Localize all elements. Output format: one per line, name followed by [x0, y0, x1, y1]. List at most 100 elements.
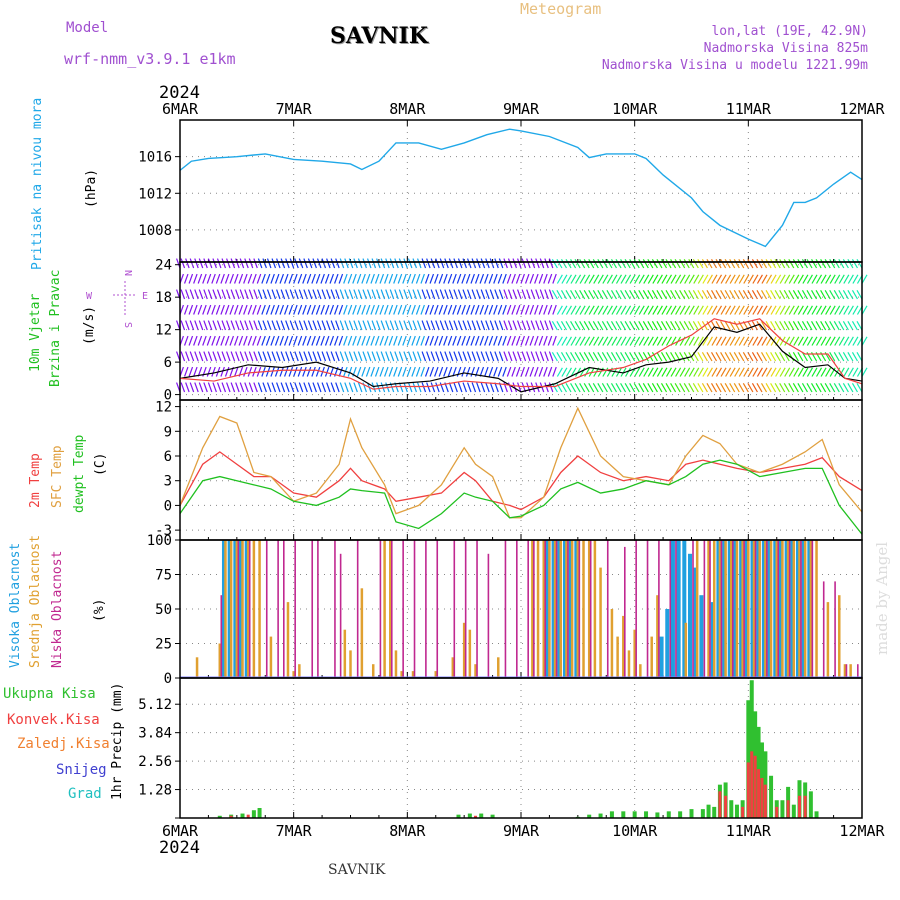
wind-arrow [783, 321, 790, 331]
wind-arrow [692, 259, 699, 269]
wind-arrow [793, 336, 800, 346]
wind-arrow [574, 290, 581, 300]
wind-arrow [302, 335, 307, 346]
wind-arrow [221, 320, 227, 331]
wind-arrow [788, 290, 795, 300]
wind-arrow [706, 383, 713, 393]
wind-arrow [244, 382, 249, 393]
wind-arrow [842, 290, 849, 300]
wind-arrow [756, 336, 763, 346]
wind-arrow [261, 335, 266, 346]
model-name: wrf-nmm_v3.9.1 e1km [64, 50, 236, 68]
wind-arrow [448, 258, 454, 269]
wind-arrow [447, 273, 453, 284]
wind-arrow [233, 366, 239, 377]
wind-arrow [506, 304, 512, 315]
wind-arrow [480, 258, 486, 269]
wind-arrow [747, 259, 754, 269]
wind-arrow [202, 335, 207, 346]
wind-arrow [548, 382, 554, 393]
wind-arrow [467, 320, 472, 331]
cloud-mid-bar [195, 657, 199, 678]
wind-arrow [620, 383, 627, 393]
wind-arrow [457, 382, 463, 393]
wind-arrow [642, 383, 649, 393]
cloud-high-bar [659, 636, 664, 678]
wind-arrow [551, 259, 558, 269]
wind-arrow [384, 366, 389, 377]
wind-arrow [389, 289, 395, 300]
wind-arrow [512, 258, 518, 269]
wind-arrow [412, 320, 417, 331]
wind-arrow [597, 274, 604, 284]
cloud-low-bar [533, 540, 535, 678]
wind-arrow [738, 259, 745, 269]
wind-arrow [506, 273, 512, 284]
wind-arrow [476, 320, 481, 331]
cloud-low-bar [311, 540, 314, 678]
wind-arrow [743, 367, 750, 377]
cloud-high-bar [733, 540, 738, 678]
wind-arrow [734, 367, 741, 377]
wind-arrow [497, 366, 503, 377]
cloud-mid-bar [838, 595, 841, 678]
wind-arrow [503, 320, 508, 331]
wind-arrow [197, 273, 203, 284]
wind-arrow [443, 366, 448, 377]
wind-arrow [271, 382, 277, 393]
wind-arrow [194, 258, 199, 269]
precip-conv-bar [718, 791, 722, 818]
cloud-mid-bar [497, 657, 500, 678]
cloud-low-bar [834, 581, 836, 678]
wind-arrow [779, 383, 786, 393]
wind-arrow [471, 351, 477, 362]
wind-arrow [738, 383, 745, 393]
year-top-label: 2024 [159, 83, 200, 103]
wind-arrow [715, 352, 722, 362]
wind-arrow [679, 367, 686, 377]
wind-arrow [697, 352, 704, 362]
wind-arrow [547, 304, 553, 315]
wind-arrow [380, 320, 386, 331]
wind-arrow [761, 274, 768, 284]
wind-arrow [797, 352, 804, 362]
wind-arrow [252, 366, 257, 377]
wind-arrow [220, 335, 225, 346]
wind-arrow [379, 366, 385, 377]
wind-arrow [239, 258, 245, 269]
wind-arrow [552, 335, 557, 346]
wind-arrow [725, 274, 732, 284]
wind-arrow [439, 351, 445, 362]
wind-arrow [534, 273, 539, 284]
wind-arrow [185, 289, 190, 300]
wind-arrow [756, 274, 763, 284]
wind-arrow [788, 336, 795, 346]
wind-arrow [397, 335, 403, 346]
wind-arrow [311, 273, 316, 284]
wind-arrow [583, 352, 590, 362]
wind-arrow [384, 273, 389, 284]
cloud-low-bar [743, 540, 745, 678]
cloud-low-bar [220, 595, 223, 678]
wind-arrow [670, 383, 677, 393]
wind-arrow [279, 304, 285, 315]
wind-arrow [720, 336, 727, 346]
precip-conv-bar [724, 795, 728, 818]
precip-conv-bar [746, 762, 750, 818]
wind-arrow [403, 320, 408, 331]
wind-arrow [288, 366, 294, 377]
temperature-ytick-label: 9 [164, 424, 172, 440]
wind-arrow [371, 351, 377, 362]
wind-arrow [793, 274, 800, 284]
wind-arrow [474, 304, 480, 315]
wind-arrow [406, 335, 412, 346]
wind-arrow [266, 382, 272, 393]
wind-arrow [529, 366, 535, 377]
wind-arrow [706, 352, 713, 362]
wind-arrow [733, 259, 740, 269]
wind-arrow [316, 289, 322, 300]
cloud-mid-bar [707, 540, 710, 678]
wind-arrow [297, 366, 303, 377]
wind-arrow [733, 383, 740, 393]
precip-total-bar [655, 812, 660, 818]
